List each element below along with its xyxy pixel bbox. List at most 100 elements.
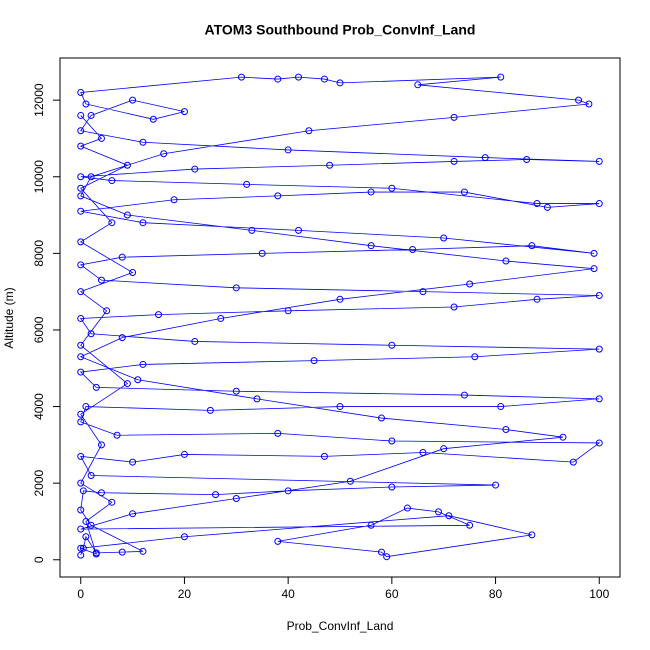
- point: [82, 100, 90, 108]
- point: [77, 418, 85, 426]
- point: [595, 395, 603, 403]
- point: [118, 548, 126, 556]
- point: [77, 111, 85, 119]
- series-line: [79, 76, 601, 558]
- y-axis-label: Altitude (m): [2, 287, 16, 348]
- point: [528, 531, 536, 539]
- point: [383, 553, 391, 561]
- y-tick-label: 8000: [32, 240, 46, 267]
- point: [595, 200, 603, 208]
- point: [232, 494, 240, 502]
- point: [450, 303, 458, 311]
- point: [77, 452, 85, 460]
- point: [97, 134, 105, 142]
- point: [191, 337, 199, 345]
- point: [274, 192, 282, 200]
- point: [569, 458, 577, 466]
- point: [481, 154, 489, 162]
- point: [274, 537, 282, 545]
- point: [471, 353, 479, 361]
- point: [450, 113, 458, 121]
- point: [305, 127, 313, 135]
- point: [217, 314, 225, 322]
- point: [377, 548, 385, 556]
- point: [232, 284, 240, 292]
- point: [123, 161, 131, 169]
- point: [129, 96, 137, 104]
- point: [450, 157, 458, 165]
- point: [129, 458, 137, 466]
- point: [497, 73, 505, 81]
- point: [295, 226, 303, 234]
- point: [295, 73, 303, 81]
- point: [79, 487, 87, 495]
- point: [320, 452, 328, 460]
- point: [180, 450, 188, 458]
- point: [77, 506, 85, 514]
- plot-frame: [59, 57, 621, 578]
- point: [149, 115, 157, 123]
- point: [87, 521, 95, 529]
- point: [77, 551, 85, 559]
- point: [253, 395, 261, 403]
- point: [108, 498, 116, 506]
- point: [336, 79, 344, 87]
- point: [77, 544, 85, 552]
- point: [445, 512, 453, 520]
- point: [497, 403, 505, 411]
- point: [367, 521, 375, 529]
- point: [108, 177, 116, 185]
- point: [595, 439, 603, 447]
- point: [367, 242, 375, 250]
- point: [129, 510, 137, 518]
- point: [528, 242, 536, 250]
- x-tick-label: 20: [178, 587, 192, 601]
- point: [87, 173, 95, 181]
- y-tick-label: 2000: [32, 469, 46, 496]
- point: [77, 288, 85, 296]
- y-tick-label: 0: [32, 556, 46, 563]
- point: [160, 150, 168, 158]
- point: [310, 357, 318, 365]
- point: [118, 253, 126, 261]
- point: [134, 376, 142, 384]
- point: [460, 391, 468, 399]
- point: [77, 192, 85, 200]
- point: [284, 307, 292, 315]
- point: [139, 138, 147, 146]
- point: [77, 479, 85, 487]
- point: [139, 547, 147, 555]
- point: [274, 429, 282, 437]
- point: [87, 111, 95, 119]
- point: [403, 504, 411, 512]
- point: [77, 353, 85, 361]
- x-tick-label: 0: [77, 587, 84, 601]
- point: [87, 330, 95, 338]
- point: [77, 368, 85, 376]
- point: [409, 246, 417, 254]
- point: [139, 360, 147, 368]
- point: [77, 142, 85, 150]
- point: [82, 403, 90, 411]
- point: [326, 161, 334, 169]
- point: [77, 341, 85, 349]
- point: [590, 249, 598, 257]
- point: [103, 307, 111, 315]
- point: [419, 288, 427, 296]
- point: [533, 200, 541, 208]
- point: [585, 100, 593, 108]
- point: [155, 311, 163, 319]
- point: [388, 341, 396, 349]
- point: [180, 533, 188, 541]
- point: [232, 387, 240, 395]
- x-tick-label: 100: [589, 587, 609, 601]
- point: [502, 426, 510, 434]
- point: [595, 157, 603, 165]
- y-tick-label: 12000: [32, 83, 46, 117]
- point: [77, 314, 85, 322]
- x-tick-label: 40: [281, 587, 295, 601]
- x-tick-label: 60: [385, 587, 399, 601]
- point: [492, 481, 500, 489]
- point: [206, 406, 214, 414]
